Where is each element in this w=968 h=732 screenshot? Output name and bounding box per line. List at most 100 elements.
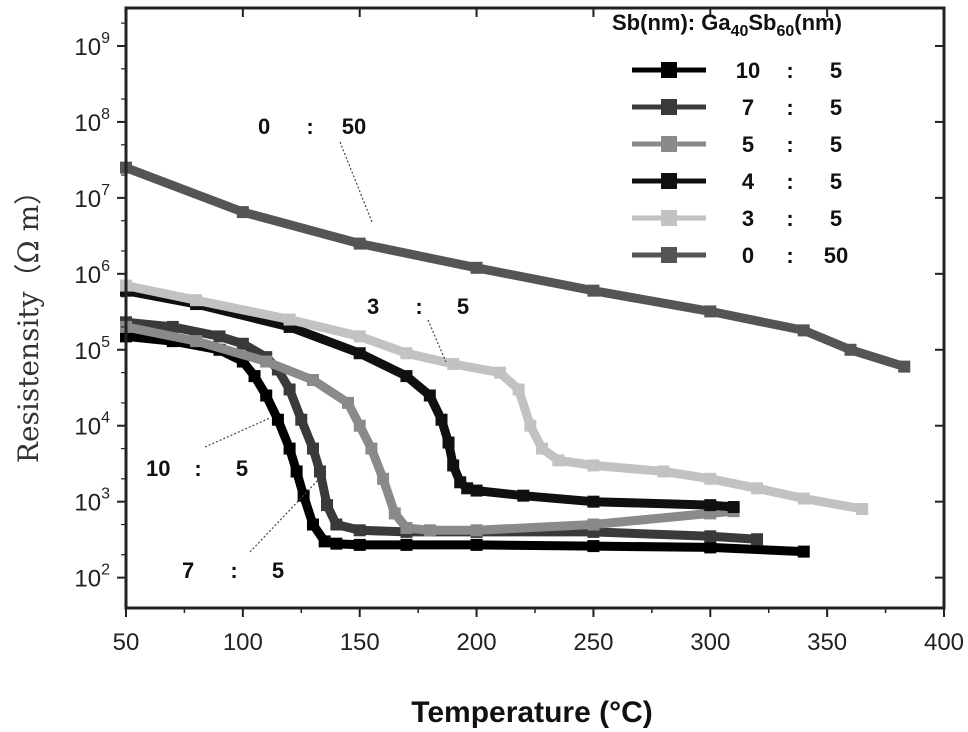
data-point: [321, 499, 333, 511]
legend-colon: :: [786, 243, 793, 268]
y-tick-label: 106: [74, 258, 110, 289]
legend-colon: :: [786, 95, 793, 120]
annotation-colon: :: [230, 558, 237, 583]
legend-label-a: 3: [742, 206, 754, 231]
data-point: [330, 538, 342, 550]
legend-swatch-marker: [661, 210, 677, 226]
data-point: [704, 473, 716, 485]
data-point: [513, 383, 525, 395]
legend-label-a: 5: [742, 132, 754, 157]
data-point: [319, 535, 331, 547]
data-point: [587, 540, 599, 552]
legend-colon: :: [786, 132, 793, 157]
legend-label-a: 4: [742, 169, 755, 194]
data-point: [798, 493, 810, 505]
data-point: [237, 338, 249, 350]
data-point: [260, 356, 272, 368]
data-point: [751, 533, 763, 545]
annotation-label-a: 10: [146, 456, 170, 481]
data-point: [272, 414, 284, 426]
x-tick-label: 250: [573, 629, 613, 656]
data-point: [307, 519, 319, 531]
data-point: [284, 314, 296, 326]
x-axis-label: Temperature (°C): [411, 696, 652, 729]
data-point: [291, 465, 303, 477]
data-point: [898, 361, 910, 373]
legend-swatch-marker: [661, 99, 677, 115]
legend-label-b: 5: [830, 95, 842, 120]
x-tick-label: 50: [113, 629, 140, 656]
legend-swatch-marker: [661, 136, 677, 152]
annotation-label-a: 0: [258, 114, 270, 139]
legend-title: Sb(nm): Ga40Sb60(nm): [612, 10, 842, 40]
legend-label-a: 0: [742, 243, 754, 268]
data-point: [354, 238, 366, 250]
data-point: [342, 397, 354, 409]
y-tick-label: 104: [74, 410, 110, 441]
data-point: [260, 389, 272, 401]
y-tick-label: 109: [74, 30, 110, 61]
data-point: [704, 305, 716, 317]
data-point: [354, 539, 366, 551]
data-point: [249, 370, 261, 382]
legend-label-b: 5: [830, 169, 842, 194]
x-tick-label: 400: [924, 629, 964, 656]
data-point: [517, 490, 529, 502]
x-tick-label: 300: [690, 629, 730, 656]
data-point: [436, 414, 448, 426]
data-point: [798, 546, 810, 558]
legend-colon: :: [786, 206, 793, 231]
data-point: [587, 285, 599, 297]
data-point: [704, 530, 716, 542]
data-point: [536, 443, 548, 455]
y-tick-label: 103: [74, 486, 110, 517]
data-point: [307, 374, 319, 386]
resistivity-chart: 5010015020025030035040010210310410510610…: [0, 0, 968, 732]
data-point: [377, 473, 389, 485]
x-tick-label: 150: [340, 629, 380, 656]
y-tick-label: 108: [74, 106, 110, 137]
legend-colon: :: [786, 58, 793, 83]
data-point: [658, 465, 670, 477]
data-point: [400, 522, 412, 534]
data-point: [471, 485, 483, 497]
data-point: [354, 524, 366, 536]
data-point: [400, 539, 412, 551]
data-point: [447, 358, 459, 370]
data-point: [307, 443, 319, 455]
data-point: [587, 459, 599, 471]
data-point: [447, 459, 459, 471]
data-point: [471, 539, 483, 551]
legend-label-b: 50: [824, 243, 848, 268]
data-point: [400, 347, 412, 359]
legend-label-a: 10: [736, 58, 760, 83]
annotation-label-b: 50: [342, 114, 366, 139]
legend-label-a: 7: [742, 95, 754, 120]
data-point: [471, 524, 483, 536]
data-point: [354, 330, 366, 342]
data-point: [845, 344, 857, 356]
data-point: [856, 503, 868, 515]
data-point: [798, 324, 810, 336]
legend-swatch-marker: [661, 247, 677, 263]
data-point: [237, 206, 249, 218]
y-tick-label: 105: [74, 334, 110, 365]
data-point: [314, 465, 326, 477]
annotation-label-b: 5: [236, 456, 248, 481]
x-tick-label: 200: [457, 629, 497, 656]
legend-label-b: 5: [830, 206, 842, 231]
annotation-leader: [340, 142, 372, 222]
data-point: [354, 347, 366, 359]
annotation-leader: [205, 418, 270, 447]
x-tick-label: 350: [807, 629, 847, 656]
data-point: [389, 507, 401, 519]
data-point: [190, 294, 202, 306]
series-3: [120, 285, 740, 513]
data-point: [365, 443, 377, 455]
data-point: [213, 330, 225, 342]
data-point: [704, 499, 716, 511]
data-point: [751, 482, 763, 494]
data-point: [400, 370, 412, 382]
legend-swatch-marker: [661, 62, 677, 78]
data-point: [587, 496, 599, 508]
